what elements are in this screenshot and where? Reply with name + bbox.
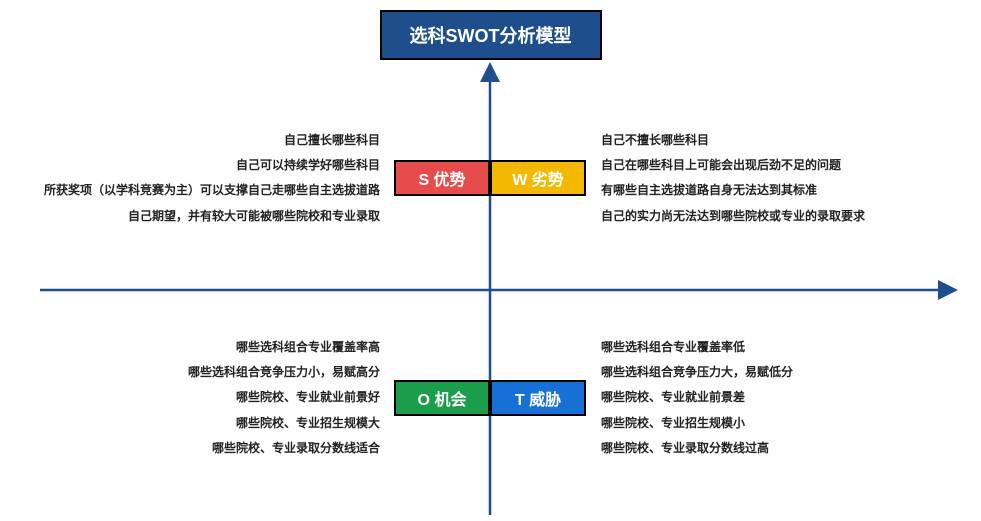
bullet-item: 有哪些自主选拔道路自身无法达到其标准 <box>601 178 971 203</box>
bullet-item: 所获奖项（以学科竞赛为主）可以支撑自己走哪些自主选拔道路 <box>0 178 380 203</box>
bullet-item: 自己擅长哪些科目 <box>0 128 380 153</box>
box-t-threat: T 威胁 <box>490 380 586 416</box>
box-w-weakness: W 劣势 <box>490 160 586 196</box>
bullet-item: 自己可以持续学好哪些科目 <box>0 153 380 178</box>
bullet-item: 哪些选科组合专业覆盖率低 <box>601 335 971 360</box>
box-o-opportunity: O 机会 <box>394 380 490 416</box>
bullets-w: 自己不擅长哪些科目 自己在哪些科目上可能会出现后劲不足的问题 有哪些自主选拔道路… <box>601 128 971 229</box>
bullets-t: 哪些选科组合专业覆盖率低 哪些选科组合竞争压力大，易赋低分 哪些院校、专业就业前… <box>601 335 971 461</box>
bullet-item: 自己期望，并有较大可能被哪些院校和专业录取 <box>0 204 380 229</box>
box-s-strength: S 优势 <box>394 160 490 196</box>
diagram-title: 选科SWOT分析模型 <box>380 10 602 60</box>
bullet-item: 哪些院校、专业招生规模大 <box>0 411 380 436</box>
bullet-item: 哪些选科组合竞争压力小，易赋高分 <box>0 360 380 385</box>
bullet-item: 哪些院校、专业录取分数线过高 <box>601 436 971 461</box>
bullets-o: 哪些选科组合专业覆盖率高 哪些选科组合竞争压力小，易赋高分 哪些院校、专业就业前… <box>0 335 380 461</box>
bullets-s: 自己擅长哪些科目 自己可以持续学好哪些科目 所获奖项（以学科竞赛为主）可以支撑自… <box>0 128 380 229</box>
bullet-item: 哪些选科组合竞争压力大，易赋低分 <box>601 360 971 385</box>
bullet-item: 哪些院校、专业就业前景差 <box>601 385 971 410</box>
bullet-item: 哪些院校、专业招生规模小 <box>601 411 971 436</box>
bullet-item: 自己不擅长哪些科目 <box>601 128 971 153</box>
bullet-item: 自己在哪些科目上可能会出现后劲不足的问题 <box>601 153 971 178</box>
bullet-item: 哪些选科组合专业覆盖率高 <box>0 335 380 360</box>
bullet-item: 哪些院校、专业就业前景好 <box>0 385 380 410</box>
bullet-item: 哪些院校、专业录取分数线适合 <box>0 436 380 461</box>
bullet-item: 自己的实力尚无法达到哪些院校或专业的录取要求 <box>601 204 971 229</box>
